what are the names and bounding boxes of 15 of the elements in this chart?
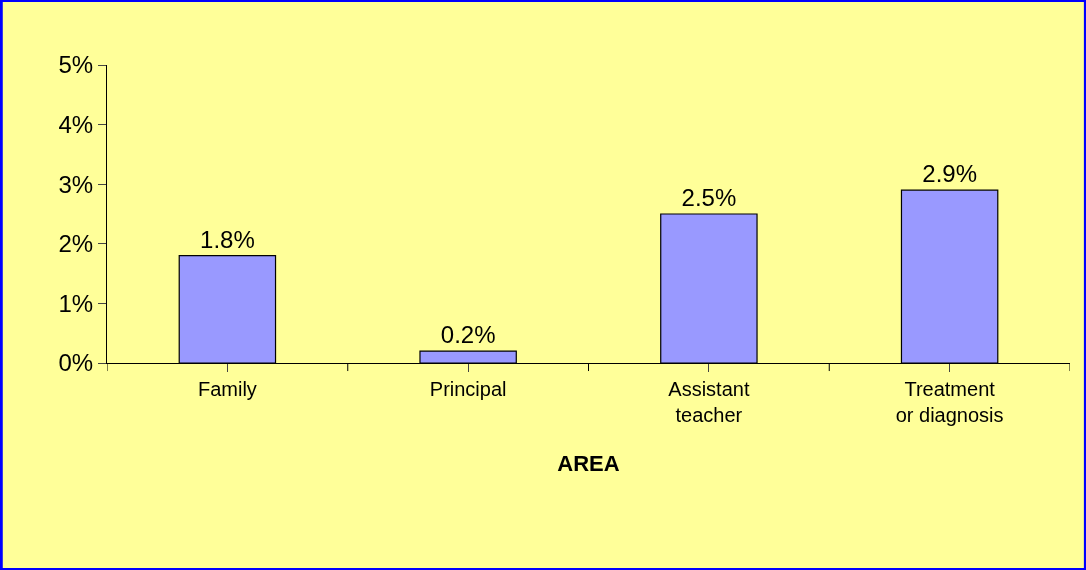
x-tick-label: Family	[197, 378, 257, 400]
x-tick-label: Principal	[429, 378, 507, 400]
y-tick-label: 5%	[58, 51, 94, 79]
x-axis-title: AREA	[557, 450, 620, 476]
data-label: 2.9%	[922, 160, 977, 188]
y-tick-label: 4%	[58, 111, 94, 138]
y-tick-label: 2%	[58, 230, 94, 258]
x-tick-label: Treatment or diagnosis	[895, 378, 1004, 426]
data-label: 0.2%	[440, 321, 496, 349]
data-label: 2.5%	[681, 184, 737, 211]
y-tick-label: 3%	[58, 170, 94, 198]
y-tick-label: 0%	[58, 349, 94, 377]
y-tick-label: 1%	[58, 289, 94, 317]
data-label: 1.8%	[200, 225, 255, 253]
x-tick-label: Assistant teacher	[668, 378, 750, 426]
